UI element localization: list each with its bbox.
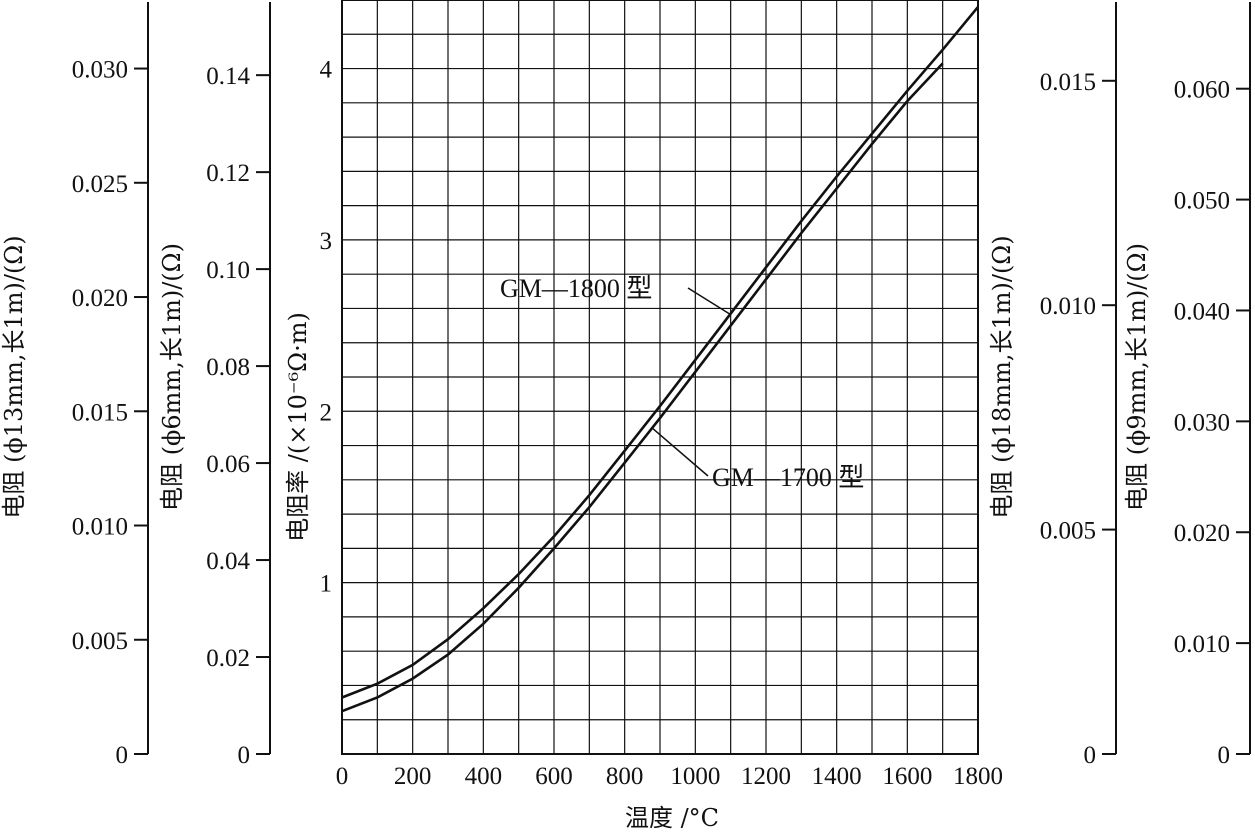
secondary-axis-3-tick-label: 0.010 bbox=[1040, 293, 1096, 320]
secondary-axis-4-tick-label: 0.040 bbox=[1174, 298, 1230, 325]
x-tick-label: 800 bbox=[606, 763, 644, 790]
x-tick-label: 1200 bbox=[741, 763, 791, 790]
secondary-axis-2-tick-label: 0.06 bbox=[206, 451, 250, 478]
x-axis-title: 温度 /°C bbox=[625, 804, 719, 832]
secondary-axis-3-title: 电阻 (ϕ18mm,长1m)/(Ω) bbox=[988, 235, 1016, 518]
secondary-axis-1-tick-label: 0 bbox=[116, 742, 129, 769]
x-tick-label: 0 bbox=[336, 763, 349, 790]
series-label-gm1800: GM—1800 型 bbox=[500, 274, 652, 303]
secondary-axis-1-tick-label: 0.020 bbox=[72, 285, 128, 312]
secondary-axis-1-tick-label: 0.015 bbox=[72, 399, 128, 426]
series-line-gm1700 bbox=[341, 62, 944, 713]
series-label-gm1700: GM—1700 型 bbox=[712, 463, 864, 492]
secondary-axis-3-tick-label: 0.005 bbox=[1040, 518, 1096, 545]
secondary-axis-4-tick-label: 0.020 bbox=[1174, 520, 1230, 547]
secondary-axis-1-tick-label: 0.025 bbox=[72, 171, 128, 198]
secondary-axis-1-tick-label: 0.010 bbox=[72, 514, 128, 541]
y-tick-label: 4 bbox=[320, 57, 333, 84]
secondary-axis-4-tick-label: 0.010 bbox=[1174, 631, 1230, 658]
x-tick-label: 1000 bbox=[670, 763, 720, 790]
secondary-axis-2-tick-label: 0.12 bbox=[206, 160, 250, 187]
secondary-axis-2-tick-label: 0.10 bbox=[206, 257, 250, 284]
secondary-axis-3-tick-label: 0 bbox=[1084, 742, 1097, 769]
secondary-axis-2-title: 电阻 (ϕ6mm,长1m)/(Ω) bbox=[158, 243, 186, 511]
secondary-axis-2-tick-label: 0.08 bbox=[206, 354, 250, 381]
y-tick-label: 2 bbox=[320, 399, 333, 426]
x-tick-label: 600 bbox=[535, 763, 573, 790]
leader-line-gm1700 bbox=[652, 428, 709, 477]
x-tick-label: 400 bbox=[465, 763, 503, 790]
secondary-axis-2-tick-label: 0.04 bbox=[206, 548, 250, 575]
series-line-gm1800 bbox=[341, 6, 980, 699]
labels: 温度 /°C 电阻率 /(×10⁻⁶Ω·m) 电阻 (ϕ13mm,长1m)/(Ω) 电… bbox=[0, 235, 1151, 832]
x-tick-label: 1600 bbox=[882, 763, 932, 790]
y-axis-title: 电阻率 /(×10⁻⁶Ω·m) bbox=[284, 312, 312, 542]
secondary-axis-2-tick-label: 0 bbox=[238, 742, 251, 769]
grid bbox=[342, 0, 978, 754]
axes: 0 200 400 600 800 1000 1200 1400 1600 1800 1 2 3 4 0 0.… bbox=[72, 2, 1251, 790]
secondary-axis-4-title: 电阻 (ϕ9mm,长1m)/(Ω) bbox=[1123, 243, 1151, 511]
secondary-axis-2-tick-label: 0.02 bbox=[206, 645, 250, 672]
secondary-axis-4-tick-label: 0.050 bbox=[1174, 188, 1230, 215]
plot-border bbox=[341, 0, 979, 755]
secondary-axis-1-title: 电阻 (ϕ13mm,长1m)/(Ω) bbox=[0, 235, 28, 518]
x-tick-label: 1800 bbox=[953, 763, 1003, 790]
secondary-axis-1-tick-label: 0.005 bbox=[72, 628, 128, 655]
leader-line-gm1800 bbox=[687, 287, 732, 316]
y-tick-label: 1 bbox=[320, 571, 333, 598]
plot-frame bbox=[341, 0, 979, 755]
y-tick-label: 3 bbox=[320, 228, 333, 255]
curves bbox=[341, 6, 980, 713]
x-tick-label: 200 bbox=[394, 763, 432, 790]
secondary-axis-4-tick-label: 0 bbox=[1218, 742, 1231, 769]
secondary-axis-1-tick-label: 0.030 bbox=[72, 57, 128, 84]
x-tick-label: 1400 bbox=[812, 763, 862, 790]
secondary-axis-4-tick-label: 0.060 bbox=[1174, 77, 1230, 104]
secondary-axis-2-tick-label: 0.14 bbox=[206, 63, 250, 90]
secondary-axis-3-tick-label: 0.015 bbox=[1040, 69, 1096, 96]
secondary-axis-4-tick-label: 0.030 bbox=[1174, 409, 1230, 436]
